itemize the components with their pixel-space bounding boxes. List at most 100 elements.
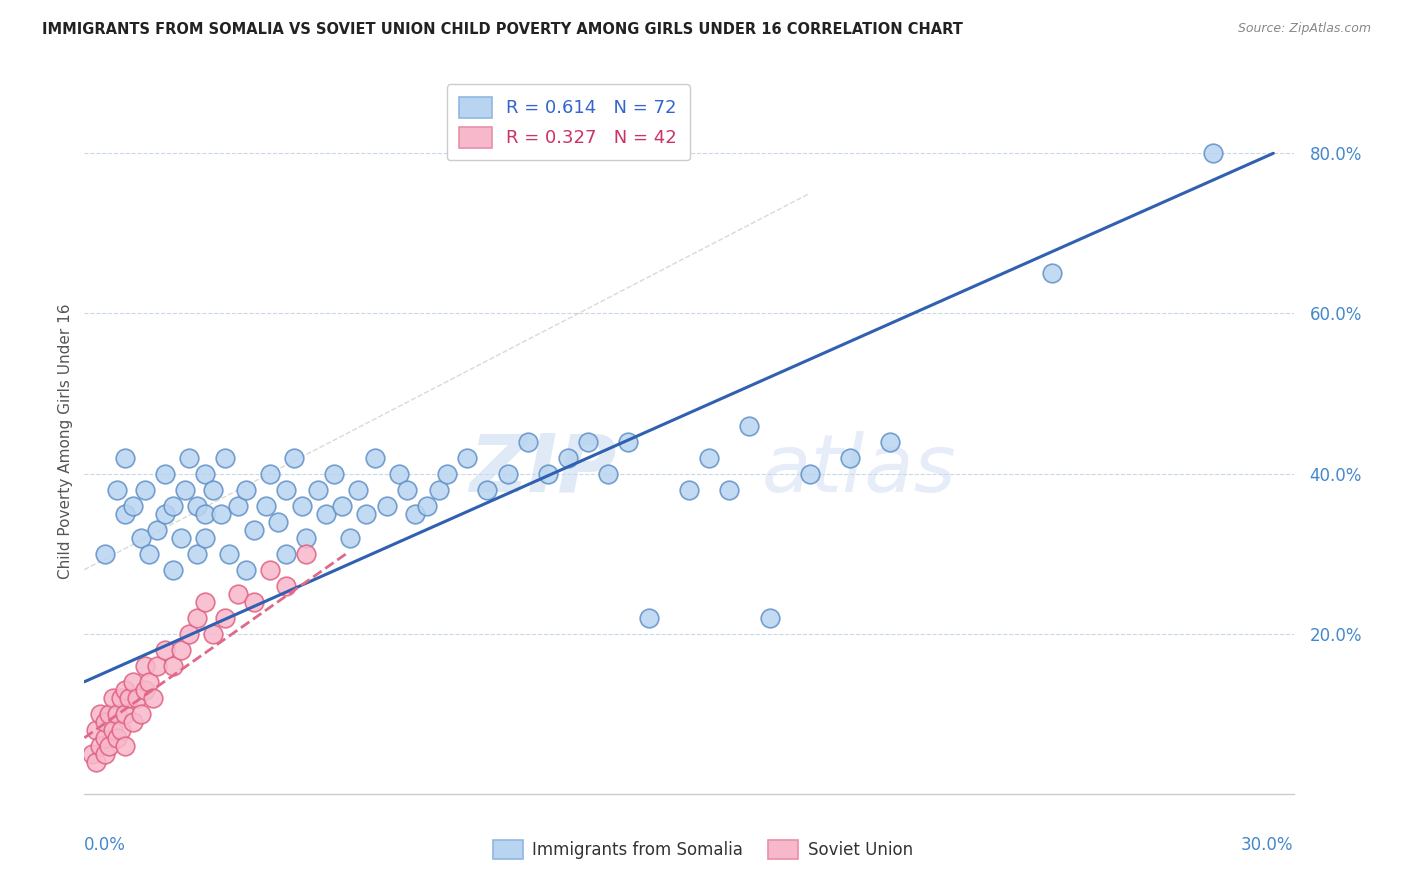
Point xyxy=(170,531,193,545)
Point xyxy=(416,499,439,513)
Text: ZIP: ZIP xyxy=(470,431,616,508)
Point xyxy=(235,563,257,577)
Point xyxy=(283,450,305,465)
Point xyxy=(214,610,236,624)
Point xyxy=(179,450,201,465)
Point xyxy=(146,523,169,537)
Point xyxy=(101,690,124,705)
Point xyxy=(89,739,111,753)
Point xyxy=(170,642,193,657)
Point xyxy=(617,434,640,449)
Point xyxy=(93,747,115,761)
Point xyxy=(267,515,290,529)
Point xyxy=(186,547,208,561)
Point xyxy=(202,483,225,497)
Point xyxy=(202,626,225,640)
Point xyxy=(118,690,141,705)
Point xyxy=(1040,266,1063,280)
Point xyxy=(110,690,132,705)
Point xyxy=(576,434,599,449)
Point xyxy=(254,499,277,513)
Point xyxy=(339,531,361,545)
Point xyxy=(274,579,297,593)
Point xyxy=(404,507,426,521)
Point xyxy=(86,723,108,737)
Point xyxy=(194,507,217,521)
Legend: Immigrants from Somalia, Soviet Union: Immigrants from Somalia, Soviet Union xyxy=(486,833,920,866)
Point xyxy=(93,547,115,561)
Point xyxy=(101,723,124,737)
Point xyxy=(153,467,176,481)
Text: 30.0%: 30.0% xyxy=(1241,836,1294,855)
Point xyxy=(496,467,519,481)
Point xyxy=(134,682,156,697)
Point xyxy=(718,483,741,497)
Point xyxy=(678,483,700,497)
Point xyxy=(388,467,411,481)
Point xyxy=(347,483,370,497)
Point xyxy=(456,450,478,465)
Point xyxy=(637,610,659,624)
Text: Source: ZipAtlas.com: Source: ZipAtlas.com xyxy=(1237,22,1371,36)
Legend: R = 0.614   N = 72, R = 0.327   N = 42: R = 0.614 N = 72, R = 0.327 N = 42 xyxy=(447,84,689,161)
Point xyxy=(125,690,148,705)
Point xyxy=(174,483,197,497)
Point xyxy=(209,507,232,521)
Point xyxy=(134,483,156,497)
Point xyxy=(162,499,184,513)
Point xyxy=(330,499,353,513)
Point xyxy=(110,723,132,737)
Point xyxy=(105,731,128,745)
Y-axis label: Child Poverty Among Girls Under 16: Child Poverty Among Girls Under 16 xyxy=(58,304,73,579)
Point xyxy=(93,714,115,729)
Point xyxy=(274,547,297,561)
Point xyxy=(129,531,152,545)
Point xyxy=(89,706,111,721)
Point xyxy=(86,755,108,769)
Point xyxy=(218,547,240,561)
Point xyxy=(697,450,720,465)
Point xyxy=(839,450,862,465)
Point xyxy=(114,450,136,465)
Point xyxy=(235,483,257,497)
Point xyxy=(395,483,418,497)
Point xyxy=(274,483,297,497)
Point xyxy=(477,483,499,497)
Point xyxy=(153,507,176,521)
Point xyxy=(121,674,143,689)
Point xyxy=(105,483,128,497)
Point xyxy=(138,674,160,689)
Point xyxy=(315,507,337,521)
Point xyxy=(146,658,169,673)
Point xyxy=(82,747,104,761)
Point xyxy=(134,658,156,673)
Point xyxy=(291,499,314,513)
Point xyxy=(307,483,329,497)
Point xyxy=(129,706,152,721)
Point xyxy=(375,499,398,513)
Point xyxy=(323,467,346,481)
Point xyxy=(179,626,201,640)
Point xyxy=(105,706,128,721)
Point xyxy=(114,507,136,521)
Point xyxy=(214,450,236,465)
Point xyxy=(1202,146,1225,161)
Point xyxy=(93,731,115,745)
Point xyxy=(259,467,281,481)
Point xyxy=(162,658,184,673)
Point xyxy=(363,450,385,465)
Point xyxy=(738,418,761,433)
Point xyxy=(138,547,160,561)
Point xyxy=(194,595,217,609)
Point xyxy=(557,450,579,465)
Point xyxy=(295,547,318,561)
Point xyxy=(259,563,281,577)
Point xyxy=(114,706,136,721)
Point xyxy=(436,467,458,481)
Point xyxy=(153,642,176,657)
Point xyxy=(97,706,120,721)
Point xyxy=(97,739,120,753)
Point xyxy=(226,499,249,513)
Point xyxy=(516,434,538,449)
Text: 0.0%: 0.0% xyxy=(84,836,127,855)
